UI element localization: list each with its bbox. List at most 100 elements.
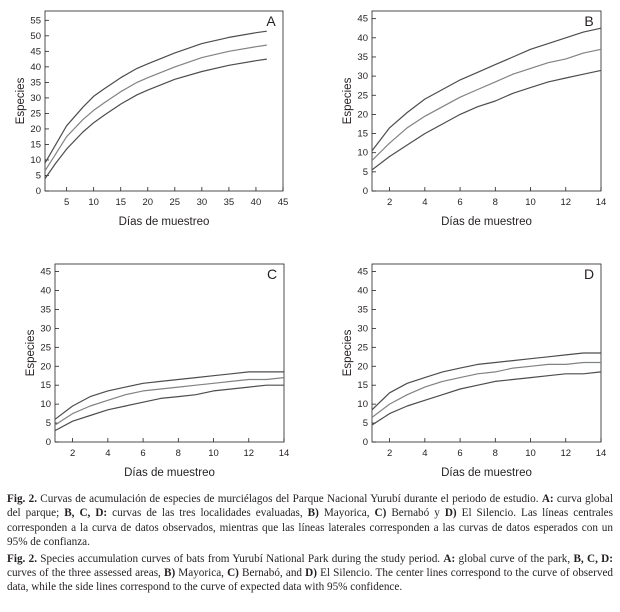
caption-label: Fig. 2.	[7, 552, 38, 565]
y-tick-label: 45	[357, 267, 368, 278]
y-tick-label: 15	[357, 380, 368, 391]
series-line-upper-bound	[44, 30, 267, 164]
x-axis-label: Días de muestreo	[441, 216, 532, 228]
caption-panel-ref: A:	[443, 552, 456, 565]
chart-panel-b: 0 5 10 15 20 25 30 35 40 45 2 4 6 8 10 12 14 Días de mues…	[342, 10, 606, 228]
y-tick-label: 30	[30, 93, 41, 104]
x-tick-label: 12	[560, 448, 571, 459]
x-tick-label: 4	[422, 448, 427, 459]
x-tick-label: 6	[140, 448, 145, 459]
y-tick-label: 0	[46, 437, 51, 448]
x-tick-label: 15	[115, 197, 126, 208]
x-axis-label: Días de muestreo	[124, 467, 215, 479]
caption-text: curva global del parque;	[7, 493, 614, 520]
x-tick-label: 8	[493, 197, 498, 208]
caption-text: curvas de las tres localidades evaluadas…	[107, 507, 308, 520]
x-tick-label: 25	[170, 197, 181, 208]
y-tick-label: 5	[363, 418, 368, 429]
x-tick-label: 2	[387, 197, 392, 208]
panel-letter: B	[584, 13, 593, 29]
caption-panel-ref: D)	[305, 567, 317, 580]
caption-text: El Silencio. Las líneas centrales corres…	[7, 507, 613, 549]
x-tick-label: 12	[560, 197, 571, 208]
series-line-lower-bound	[371, 371, 602, 426]
caption-text: Curvas de acumulación de especies de mur…	[37, 493, 542, 505]
chart-panel-c: 0 5 10 15 20 25 30 35 40 45 2 4 6 8 10 12 14 Días de mues…	[25, 263, 290, 479]
y-tick-label: 20	[40, 361, 51, 372]
x-tick-label: 45	[278, 197, 289, 208]
figure-caption: Fig. 2. Curvas de acumulación de especie…	[7, 492, 613, 597]
series-line-observed	[371, 48, 602, 161]
caption-panel-ref: B)	[307, 507, 319, 520]
x-tick-label: 35	[224, 197, 235, 208]
y-axis-label: Especies	[342, 329, 354, 376]
series-line-lower-bound	[371, 69, 602, 171]
y-tick-label: 5	[36, 170, 41, 181]
y-tick-label: 35	[30, 77, 41, 88]
panel-letter: C	[267, 266, 277, 282]
y-tick-label: 45	[40, 267, 51, 278]
x-tick-label: 2	[70, 448, 75, 459]
y-tick-label: 30	[357, 323, 368, 334]
chart-panel-d: 0 5 10 15 20 25 30 35 40 45 2 4 6 8 10 12 14 Días de mues…	[342, 263, 606, 479]
x-tick-label: 20	[142, 197, 153, 208]
x-tick-label: 12	[243, 448, 254, 459]
y-tick-label: 20	[30, 124, 41, 135]
caption-text: Species accumulation curves of bats from…	[37, 552, 444, 565]
x-tick-label: 4	[422, 197, 427, 208]
y-tick-label: 5	[46, 418, 51, 429]
x-tick-label: 2	[387, 448, 392, 459]
y-tick-label: 30	[40, 323, 51, 334]
caption-text: curves of the three assessed areas,	[7, 567, 164, 580]
caption-text: global curve of the park,	[455, 552, 574, 565]
y-tick-label: 10	[357, 148, 368, 159]
series-line-upper-bound	[371, 352, 601, 411]
y-tick-label: 35	[357, 304, 368, 315]
caption-label: Fig. 2.	[7, 493, 38, 505]
series-line-observed	[44, 44, 267, 172]
panel-letter: D	[584, 266, 594, 282]
y-tick-label: 15	[357, 129, 368, 140]
y-tick-label: 15	[40, 380, 51, 391]
caption-panel-ref: B)	[163, 567, 176, 580]
series-line-upper-bound	[54, 371, 284, 420]
caption-text: Bernabó, and	[238, 567, 306, 580]
panel-letter: A	[266, 13, 276, 29]
caption-english: Fig. 2. Species accumulation curves of b…	[7, 552, 613, 595]
x-tick-label: 10	[208, 448, 219, 459]
caption-text: Mayorica,	[318, 507, 375, 520]
x-tick-label: 10	[525, 197, 536, 208]
x-tick-label: 40	[251, 197, 262, 208]
x-tick-label: 8	[176, 448, 181, 459]
y-tick-label: 40	[40, 286, 51, 297]
y-tick-label: 5	[363, 167, 368, 178]
caption-panel-ref: C)	[227, 567, 239, 580]
x-tick-label: 30	[197, 197, 208, 208]
caption-text: Mayorica,	[175, 567, 228, 580]
caption-panel-ref: B, C, D:	[64, 507, 108, 520]
y-tick-label: 40	[30, 62, 41, 73]
plot-frame	[371, 263, 602, 443]
caption-panel-ref: D)	[444, 507, 457, 520]
caption-text: Bernabó y	[386, 507, 445, 520]
x-tick-label: 6	[457, 448, 462, 459]
y-tick-label: 10	[30, 155, 41, 166]
y-tick-label: 45	[30, 46, 41, 57]
y-tick-label: 0	[363, 437, 368, 448]
y-tick-label: 40	[357, 286, 368, 297]
y-tick-label: 25	[30, 108, 41, 119]
plot-frame	[54, 263, 285, 443]
y-tick-label: 55	[30, 15, 41, 26]
x-tick-label: 10	[88, 197, 99, 208]
x-tick-label: 5	[64, 197, 69, 208]
series-line-observed	[54, 377, 285, 426]
plot-frame	[44, 10, 284, 192]
x-tick-label: 6	[457, 197, 462, 208]
y-tick-label: 25	[40, 342, 51, 353]
x-tick-label: 14	[279, 448, 290, 459]
plot-frame	[371, 10, 602, 192]
y-axis-label: Especies	[342, 77, 354, 124]
y-tick-label: 20	[357, 361, 368, 372]
caption-spanish: Fig. 2. Curvas de acumulación de especie…	[7, 492, 613, 550]
caption-panel-ref: C)	[374, 507, 387, 520]
